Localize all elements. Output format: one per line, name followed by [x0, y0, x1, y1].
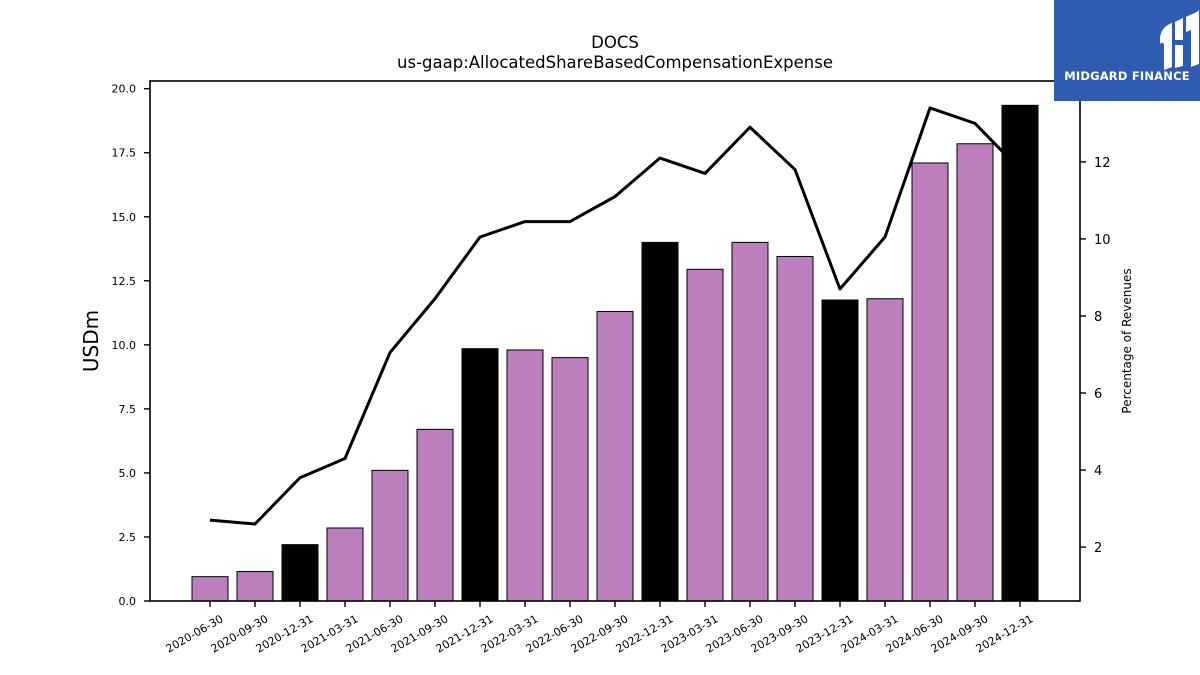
y-tick-label: 5.0: [119, 467, 137, 480]
y-tick-label: 0.0: [119, 595, 137, 608]
plot-frame: [149, 80, 1081, 602]
y-tick-label: 7.5: [119, 403, 137, 416]
chart-subtitle: us-gaap:AllocatedShareBasedCompensationE…: [397, 53, 833, 72]
y2-axis-label: Percentage of Revenues: [1120, 268, 1134, 413]
left-axis-ticks: 0.0 2.5 5.0 7.5 10.0 12.5 15.0 17.5 20.0: [112, 83, 150, 608]
bar-2024-12-31: [1001, 104, 1039, 602]
bar-2020-09-30: [236, 571, 274, 602]
y2-tick-label: 2: [1094, 541, 1102, 556]
y2-tick-label: 10: [1094, 233, 1111, 248]
chart-title: DOCS: [591, 33, 639, 52]
bar-2023-12-31: [821, 299, 859, 602]
bar-2024-06-30: [911, 162, 949, 602]
y2-tick-label: 6: [1094, 387, 1102, 402]
bar-2021-12-31: [461, 348, 499, 602]
bar-2021-03-31: [326, 527, 364, 602]
percentage-line: [209, 106, 1022, 526]
midgard-finance-logo: MIDGARD FINANCE: [1054, 0, 1200, 101]
bar-2022-03-31: [506, 349, 544, 602]
bar-2024-09-30: [956, 143, 994, 602]
bar-2022-09-30: [596, 311, 634, 602]
y2-tick-label: 8: [1094, 310, 1102, 325]
y-axis-label: USDm: [79, 310, 103, 372]
logo-text: MIDGARD FINANCE: [1064, 69, 1190, 83]
logo-mark-icon: [1160, 10, 1199, 70]
bar-2022-12-31: [641, 241, 679, 602]
bar-2021-09-30: [416, 428, 454, 602]
y-tick-label: 10.0: [112, 339, 137, 352]
y-tick-label: 2.5: [119, 531, 137, 544]
y-tick-label: 17.5: [112, 147, 137, 160]
right-axis-ticks: 2 4 6 8 10 12: [1080, 156, 1111, 556]
bar-2022-06-30: [551, 357, 589, 602]
bar-2020-06-30: [191, 576, 229, 602]
y-tick-label: 15.0: [112, 211, 137, 224]
y2-tick-label: 12: [1094, 156, 1111, 171]
y-tick-label: 20.0: [112, 83, 137, 96]
bar-2020-12-31: [281, 544, 319, 602]
x-axis-ticks: 2020-06-302020-09-302020-12-312021-03-31…: [164, 601, 1036, 656]
bar-2024-03-31: [866, 298, 904, 602]
bar-2023-03-31: [686, 268, 724, 602]
bar-series: [191, 104, 1039, 602]
y-tick-label: 12.5: [112, 275, 137, 288]
y2-tick-label: 4: [1094, 464, 1102, 479]
bar-2023-09-30: [776, 255, 814, 602]
bar-2023-06-30: [731, 241, 769, 602]
bar-2021-06-30: [371, 469, 409, 602]
percentage-line-series: [209, 106, 1022, 526]
